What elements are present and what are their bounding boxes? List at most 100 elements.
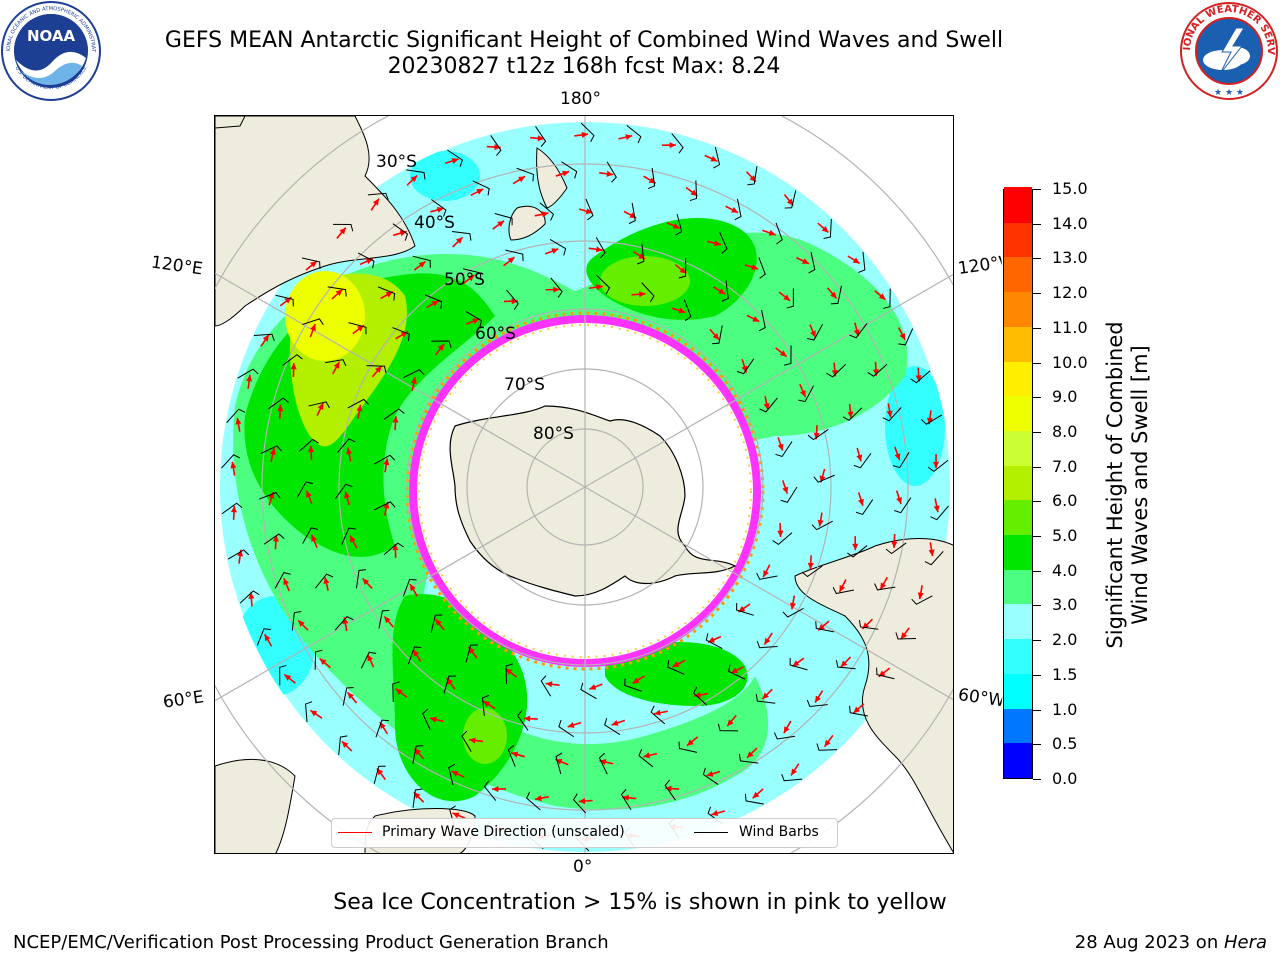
colorbar-title: Significant Height of Combined Wind Wave… (1103, 321, 1153, 648)
meridian-line (215, 486, 586, 702)
lat-label-30s: 30°S (376, 152, 417, 172)
meridian-line (215, 272, 586, 488)
wave-arrow-head (856, 454, 863, 462)
wave-arrow-head (431, 300, 439, 307)
wave-arrow-head (891, 541, 898, 548)
wind-barb (876, 667, 895, 680)
wave-arrow-head (277, 404, 284, 412)
wave-arrow-head (367, 654, 374, 662)
wind-barb (883, 288, 891, 309)
wind-barb (671, 133, 684, 154)
wind-barb (305, 701, 313, 723)
africa-land (215, 758, 296, 853)
colorbar-tick-label: 13.0 (1052, 248, 1088, 268)
wind-barb-legend-line (694, 832, 728, 833)
wind-barb (275, 294, 294, 307)
wave-arrow-head (708, 636, 716, 643)
wind-barb (332, 223, 354, 232)
wave-arrow-head (764, 637, 771, 645)
wind-barb (747, 166, 758, 186)
wave-arrow-head (310, 710, 318, 717)
wind-barb (282, 354, 303, 366)
wind-barb (483, 780, 497, 801)
wave-arrow-head (347, 692, 354, 700)
svg-text:★ ★ ★: ★ ★ ★ (1214, 88, 1244, 98)
colorbar-tick-label: 6.0 (1052, 491, 1078, 511)
wind-barb (853, 452, 872, 469)
colorbar-tick-label: 3.0 (1052, 595, 1078, 615)
colorbar-band (1004, 742, 1032, 778)
wind-barb (516, 710, 529, 731)
colorbar-band (1004, 708, 1032, 744)
wave-arrow-head (858, 498, 864, 506)
wave-arrow-head (435, 619, 442, 626)
wave-arrow-head (290, 362, 297, 370)
wind-barb (675, 214, 683, 236)
wave-arrow-head (625, 134, 633, 141)
wind-barb (334, 616, 354, 631)
wind-barb (759, 397, 778, 413)
wind-barb (392, 681, 400, 702)
wind-barb (550, 277, 563, 298)
ocean-swh-5-6m (463, 708, 507, 764)
wind-barb (403, 369, 425, 379)
lon-label-60e: 60°E (161, 687, 206, 713)
wind-barb (296, 481, 313, 498)
wind-barb (626, 125, 642, 144)
wave-arrow-head (537, 135, 545, 142)
australia-land (215, 116, 416, 327)
wave-arrow-head (494, 144, 501, 151)
wind-barb (789, 658, 808, 671)
wave-arrow-head (414, 748, 422, 756)
wave-arrow-head (643, 752, 651, 759)
wave-arrow-head (727, 719, 734, 727)
wind-barb (801, 565, 823, 578)
meridian-line (584, 273, 953, 488)
wave-arrow-head (410, 377, 417, 384)
wave-arrow-head (679, 267, 687, 274)
wind-barb (392, 327, 410, 342)
wind-barb (894, 497, 912, 514)
wind-barb (713, 147, 721, 169)
legend-wave-direction-label: Primary Wave Direction (unscaled) (382, 824, 625, 840)
wind-barb (595, 237, 606, 259)
wave-arrow-head (492, 785, 499, 793)
wind-barb (406, 169, 426, 180)
wave-arrow-head (269, 448, 276, 455)
plot-title-line1: GEFS MEAN Antarctic Significant Height o… (164, 28, 1004, 53)
wind-barb (849, 323, 868, 339)
wind-barb (539, 202, 555, 221)
wind-barb (826, 364, 846, 378)
wave-arrow-head (768, 229, 776, 236)
wave-arrow-head (413, 649, 420, 657)
wave-arrow-head (511, 751, 519, 758)
colorbar-tick (1033, 258, 1041, 260)
colorbar-band (1004, 395, 1032, 431)
wave-arrow-head (451, 771, 459, 777)
wave-arrow-head (813, 432, 820, 440)
wave-arrow-head (264, 634, 271, 642)
colorbar-band (1004, 603, 1032, 640)
wind-barb (268, 397, 289, 410)
ocean-swh-4-5m (605, 642, 748, 706)
wave-arrow-head (581, 131, 589, 138)
wind-barb (815, 621, 835, 633)
wind-barb (874, 583, 896, 591)
meridian-line (584, 486, 953, 701)
wind-barb (816, 743, 838, 751)
south-america-land (794, 538, 953, 853)
colorbar-tick (1033, 570, 1041, 572)
colorbar-title-line2: Wind Waves and Swell [m] (1128, 345, 1152, 625)
lat-label-40s: 40°S (414, 213, 455, 233)
wave-arrow-head (896, 497, 902, 504)
wave-arrow-head (731, 207, 739, 213)
wind-barb (377, 286, 396, 301)
wind-barb (448, 763, 456, 786)
wave-arrow-head (686, 739, 694, 746)
wind-barb (678, 258, 687, 279)
wave-arrow-head (782, 486, 789, 494)
wind-barb (758, 309, 766, 332)
wind-barb (505, 663, 513, 684)
lat-label-50s: 50°S (444, 270, 485, 290)
wave-arrow-head (852, 543, 859, 551)
